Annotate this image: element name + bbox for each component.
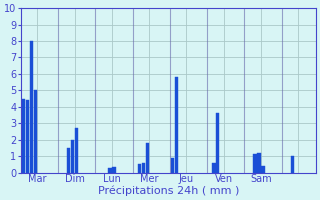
Bar xyxy=(138,164,141,173)
Bar xyxy=(30,41,33,173)
Bar xyxy=(22,99,25,173)
Bar xyxy=(291,156,294,173)
Bar xyxy=(108,168,112,173)
Bar xyxy=(171,158,174,173)
Bar xyxy=(142,163,145,173)
Bar xyxy=(112,167,116,173)
Bar xyxy=(34,90,37,173)
Bar xyxy=(212,163,216,173)
Bar xyxy=(253,154,257,173)
Bar xyxy=(257,153,261,173)
Bar xyxy=(175,77,178,173)
Bar xyxy=(71,140,74,173)
Bar xyxy=(261,166,265,173)
Bar xyxy=(146,143,149,173)
Bar xyxy=(67,148,70,173)
Bar xyxy=(75,128,78,173)
Bar xyxy=(216,113,220,173)
Bar xyxy=(26,100,29,173)
X-axis label: Précipitations 24h ( mm ): Précipitations 24h ( mm ) xyxy=(98,185,239,196)
